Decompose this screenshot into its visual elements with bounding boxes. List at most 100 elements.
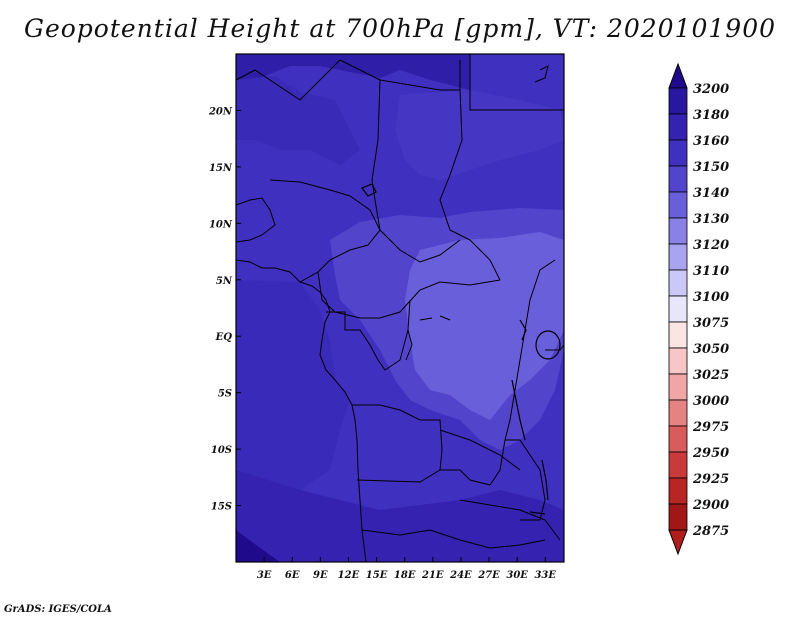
- border-angola-south: [356, 469, 441, 483]
- colorbar-top-arrow: [668, 62, 688, 89]
- coastline-west: [236, 259, 367, 562]
- colorbar-segment: [668, 243, 688, 271]
- colorbar-segment: [668, 321, 688, 349]
- colorbar-segment: [668, 87, 688, 115]
- colorbar-label: 3160: [693, 134, 729, 149]
- colorbar-segment: [668, 269, 688, 297]
- colorbar-label: 3025: [693, 368, 729, 383]
- lon-tick-label: 12E: [338, 570, 360, 581]
- grads-credit: GrADS: IGES/COLA: [4, 604, 112, 615]
- colorbar-label: 2925: [692, 472, 729, 487]
- lake-chad: [361, 183, 377, 197]
- lon-tick-label: 9E: [313, 570, 328, 581]
- border-niger-north: [236, 59, 341, 101]
- colorbar-label: 3200: [693, 82, 729, 97]
- colorbar-bottom-arrow: [668, 529, 688, 556]
- map-frame: [235, 53, 565, 563]
- colorbar-segment: [668, 191, 688, 219]
- lat-tick-label: 5S: [218, 389, 232, 400]
- colorbar-segment: [668, 425, 688, 453]
- colorbar: 3200 3180 3160 3150 3140 3130 3120 3110 3100 3075…: [668, 62, 729, 556]
- colorbar-segment: [668, 477, 688, 505]
- rivers: [405, 65, 549, 361]
- lon-tick-label: 6E: [285, 570, 300, 581]
- lon-tick-label: 18E: [394, 570, 416, 581]
- lat-tick-label: 10S: [211, 445, 232, 456]
- border-chad-sudan: [439, 89, 501, 281]
- colorbar-segment: [668, 503, 688, 531]
- lat-tick-label: 15N: [209, 163, 233, 174]
- colorbar-segment: [668, 113, 688, 141]
- border-libya: [339, 59, 461, 91]
- colorbar-segment: [668, 451, 688, 479]
- river-segment-1: [419, 315, 451, 321]
- lat-tick-label: 10N: [209, 219, 233, 230]
- colorbar-segment: [668, 373, 688, 401]
- lat-tick-label: 5N: [216, 276, 233, 287]
- field-3160-south: [236, 470, 564, 562]
- border-congo: [326, 299, 411, 371]
- longitude-axis: 3E 6E 9E 12E 15E 18E 21E 24E 27E 30E 33E: [257, 557, 556, 581]
- border-namibia: [361, 529, 546, 549]
- colorbar-label: 3000: [693, 394, 729, 409]
- lake-albert: [519, 319, 527, 341]
- border-east-drc: [489, 259, 556, 486]
- colorbar-segment: [668, 399, 688, 427]
- colorbar-label: 2975: [692, 420, 729, 435]
- colorbar-segment: [668, 139, 688, 167]
- lon-tick-label: 24E: [449, 570, 472, 581]
- colorbar-segment: [668, 217, 688, 245]
- lakes: [361, 183, 561, 515]
- field-3180-sw: [236, 530, 280, 562]
- colorbar-label: 3050: [693, 342, 729, 357]
- lon-tick-label: 33E: [534, 570, 556, 581]
- field-3130-congo: [405, 232, 564, 420]
- lon-tick-label: 21E: [421, 570, 444, 581]
- border-kenya: [545, 344, 564, 351]
- field-3160-north: [236, 54, 470, 90]
- lon-tick-label: 27E: [477, 570, 500, 581]
- colorbar-label: 3120: [693, 238, 729, 253]
- colorbar-label: 2950: [692, 446, 729, 461]
- colorbar-label: 2875: [692, 524, 729, 539]
- border-car-south: [317, 271, 501, 319]
- lake-kariba: [529, 511, 546, 515]
- lat-tick-label: 15S: [211, 502, 232, 513]
- border-car-north: [379, 229, 461, 263]
- river-segment-2: [405, 329, 413, 361]
- lake-malawi: [541, 459, 549, 501]
- colorbar-label: 3110: [693, 264, 729, 279]
- colorbar-segment: [668, 295, 688, 323]
- colorbar-segment: [668, 347, 688, 375]
- border-zambia: [439, 429, 521, 471]
- colorbar-label: 3150: [693, 160, 729, 175]
- colorbar-label: 3075: [693, 316, 729, 331]
- river-nile-delta: [534, 65, 549, 83]
- field-3155-atlantic: [236, 280, 350, 490]
- lon-tick-label: 3E: [257, 570, 272, 581]
- country-borders: [236, 54, 564, 562]
- lake-tanganyika: [511, 379, 526, 441]
- lat-tick-label: 20N: [208, 106, 233, 117]
- colorbar-label: 3100: [693, 290, 729, 305]
- colorbar-label: 3180: [693, 108, 729, 123]
- latitude-axis: 20N 15N 10N 5N EQ 5S 10S 15S: [208, 106, 241, 513]
- lon-tick-label: 30E: [506, 570, 528, 581]
- chart-title: Geopotential Height at 700hPa [gpm], VT:…: [23, 14, 777, 43]
- field-3150-ne: [395, 90, 564, 180]
- colorbar-label: 2900: [692, 498, 729, 513]
- lat-tick-label: EQ: [215, 332, 233, 343]
- lon-tick-label: 15E: [366, 570, 388, 581]
- border-zimbabwe: [459, 499, 561, 541]
- border-west-africa: [236, 197, 276, 243]
- colorbar-segment: [668, 165, 688, 193]
- border-angola-drc: [352, 404, 491, 486]
- lake-victoria: [535, 330, 561, 360]
- border-zambia-east: [505, 439, 546, 521]
- border-chad-west: [371, 79, 381, 231]
- colorbar-label: 3140: [693, 186, 729, 201]
- contour-field: [236, 54, 564, 562]
- border-egypt: [469, 54, 564, 111]
- field-3155-nw: [236, 76, 360, 165]
